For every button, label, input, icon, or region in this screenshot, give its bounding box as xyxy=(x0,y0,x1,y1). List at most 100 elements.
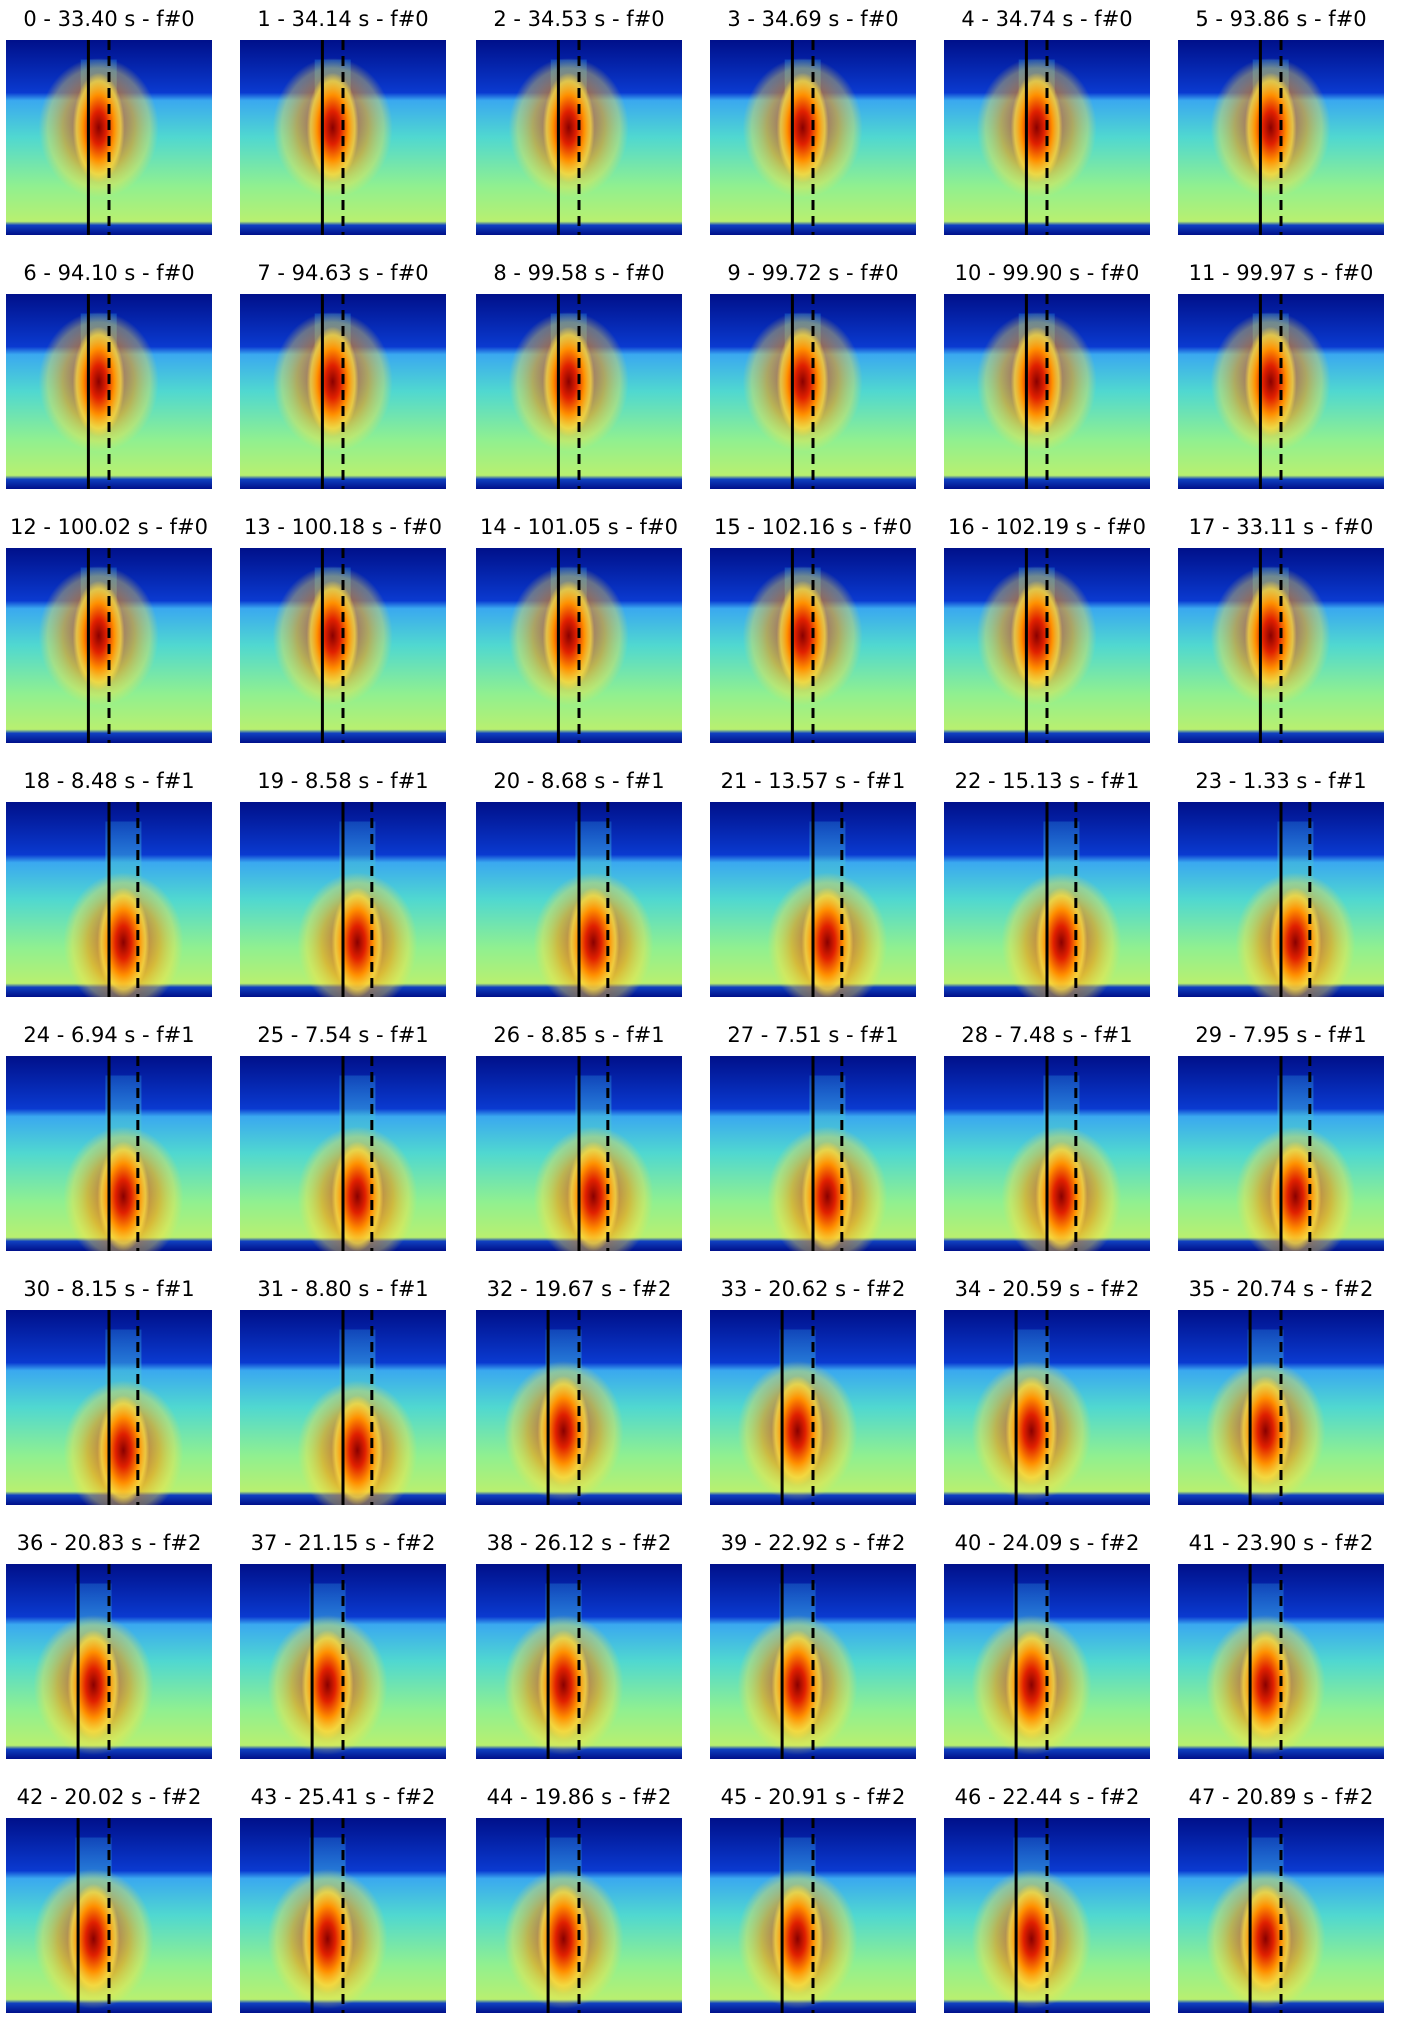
panel-title: 34 - 20.59 s - f#2 xyxy=(955,1277,1140,1301)
panel-title: 19 - 8.58 s - f#1 xyxy=(257,769,428,793)
panel-title: 2 - 34.53 s - f#0 xyxy=(493,7,664,31)
energy-blob xyxy=(537,1883,590,1994)
energy-blob xyxy=(567,887,620,997)
panel-title: 43 - 25.41 s - f#2 xyxy=(251,1785,436,1809)
spectrogram xyxy=(944,1564,1150,1759)
spectrogram xyxy=(476,40,682,235)
energy-blob xyxy=(542,580,595,691)
spectrogram xyxy=(710,802,916,997)
spectrogram xyxy=(6,548,212,743)
spectrogram xyxy=(476,802,682,997)
energy-blob xyxy=(776,326,829,437)
panel-title: 10 - 99.90 s - f#0 xyxy=(955,261,1140,285)
energy-blob xyxy=(301,1629,354,1740)
panel-title: 9 - 99.72 s - f#0 xyxy=(727,261,898,285)
spectrogram xyxy=(240,1310,446,1505)
spectrogram xyxy=(1178,1564,1384,1759)
energy-blob xyxy=(1035,887,1088,997)
spectrogram xyxy=(476,294,682,489)
energy-blob xyxy=(1269,1141,1322,1251)
panel-title: 28 - 7.48 s - f#1 xyxy=(961,1023,1132,1047)
spectrogram xyxy=(476,1310,682,1505)
panel-title: 14 - 101.05 s - f#0 xyxy=(480,515,678,539)
energy-blob xyxy=(72,580,125,691)
panel-title: 30 - 8.15 s - f#1 xyxy=(23,1277,194,1301)
panel-title: 29 - 7.95 s - f#1 xyxy=(1195,1023,1366,1047)
energy-blob xyxy=(1005,1883,1058,1994)
panel-title: 22 - 15.13 s - f#1 xyxy=(955,769,1140,793)
panel-title: 41 - 23.90 s - f#2 xyxy=(1189,1531,1374,1555)
energy-blob xyxy=(1005,1629,1058,1740)
panel-title: 24 - 6.94 s - f#1 xyxy=(23,1023,194,1047)
panel-title: 20 - 8.68 s - f#1 xyxy=(493,769,664,793)
energy-blob xyxy=(801,1141,854,1251)
spectrogram xyxy=(6,1056,212,1251)
energy-blob xyxy=(537,1629,590,1740)
spectrogram xyxy=(710,1310,916,1505)
spectrogram xyxy=(944,1818,1150,2013)
energy-blob xyxy=(771,1375,824,1486)
spectrogram xyxy=(6,1818,212,2013)
panel-title: 26 - 8.85 s - f#1 xyxy=(493,1023,664,1047)
energy-blob xyxy=(1244,580,1297,691)
energy-blob xyxy=(1010,326,1063,437)
panel-title: 35 - 20.74 s - f#2 xyxy=(1189,1277,1374,1301)
panel-title: 42 - 20.02 s - f#2 xyxy=(17,1785,202,1809)
energy-blob xyxy=(1239,1883,1292,1994)
energy-blob xyxy=(1010,580,1063,691)
panel-title: 23 - 1.33 s - f#1 xyxy=(1195,769,1366,793)
energy-blob xyxy=(776,580,829,691)
spectrogram xyxy=(1178,1818,1384,2013)
energy-blob xyxy=(97,1141,150,1251)
energy-blob xyxy=(542,326,595,437)
energy-blob xyxy=(306,580,359,691)
panel-title: 1 - 34.14 s - f#0 xyxy=(257,7,428,31)
panel-title: 21 - 13.57 s - f#1 xyxy=(721,769,906,793)
panel-title: 17 - 33.11 s - f#0 xyxy=(1189,515,1374,539)
spectrogram xyxy=(944,548,1150,743)
panel-title: 47 - 20.89 s - f#2 xyxy=(1189,1785,1374,1809)
spectrogram xyxy=(476,1564,682,1759)
energy-blob xyxy=(72,326,125,437)
spectrogram xyxy=(476,1818,682,2013)
spectrogram xyxy=(1178,1310,1384,1505)
spectrogram xyxy=(944,1056,1150,1251)
energy-blob xyxy=(801,887,854,997)
spectrogram xyxy=(944,40,1150,235)
panel-title: 31 - 8.80 s - f#1 xyxy=(257,1277,428,1301)
spectrogram xyxy=(944,294,1150,489)
energy-blob xyxy=(537,1375,590,1486)
panel-title: 33 - 20.62 s - f#2 xyxy=(721,1277,906,1301)
panel-title: 40 - 24.09 s - f#2 xyxy=(955,1531,1140,1555)
panel-title: 6 - 94.10 s - f#0 xyxy=(23,261,194,285)
spectrogram xyxy=(944,802,1150,997)
energy-blob xyxy=(97,1395,150,1505)
spectrogram xyxy=(1178,40,1384,235)
panel-title: 38 - 26.12 s - f#2 xyxy=(487,1531,672,1555)
spectrogram xyxy=(240,548,446,743)
energy-blob xyxy=(331,887,384,997)
spectrogram xyxy=(6,1564,212,1759)
spectrogram xyxy=(710,40,916,235)
spectrogram xyxy=(240,1056,446,1251)
energy-blob xyxy=(67,1629,120,1740)
panel-title: 44 - 19.86 s - f#2 xyxy=(487,1785,672,1809)
energy-blob xyxy=(1244,326,1297,437)
spectrogram xyxy=(710,548,916,743)
panel-title: 12 - 100.02 s - f#0 xyxy=(10,515,208,539)
energy-blob xyxy=(1244,72,1297,183)
spectrogram xyxy=(710,1564,916,1759)
panel-title: 46 - 22.44 s - f#2 xyxy=(955,1785,1140,1809)
energy-blob xyxy=(1239,1629,1292,1740)
spectrogram xyxy=(1178,802,1384,997)
spectrogram xyxy=(6,40,212,235)
spectrogram xyxy=(240,294,446,489)
panel-title: 16 - 102.19 s - f#0 xyxy=(948,515,1146,539)
panel-title: 13 - 100.18 s - f#0 xyxy=(244,515,442,539)
panel-title: 25 - 7.54 s - f#1 xyxy=(257,1023,428,1047)
energy-blob xyxy=(331,1141,384,1251)
spectrogram xyxy=(6,802,212,997)
panel-title: 3 - 34.69 s - f#0 xyxy=(727,7,898,31)
spectrogram xyxy=(6,294,212,489)
